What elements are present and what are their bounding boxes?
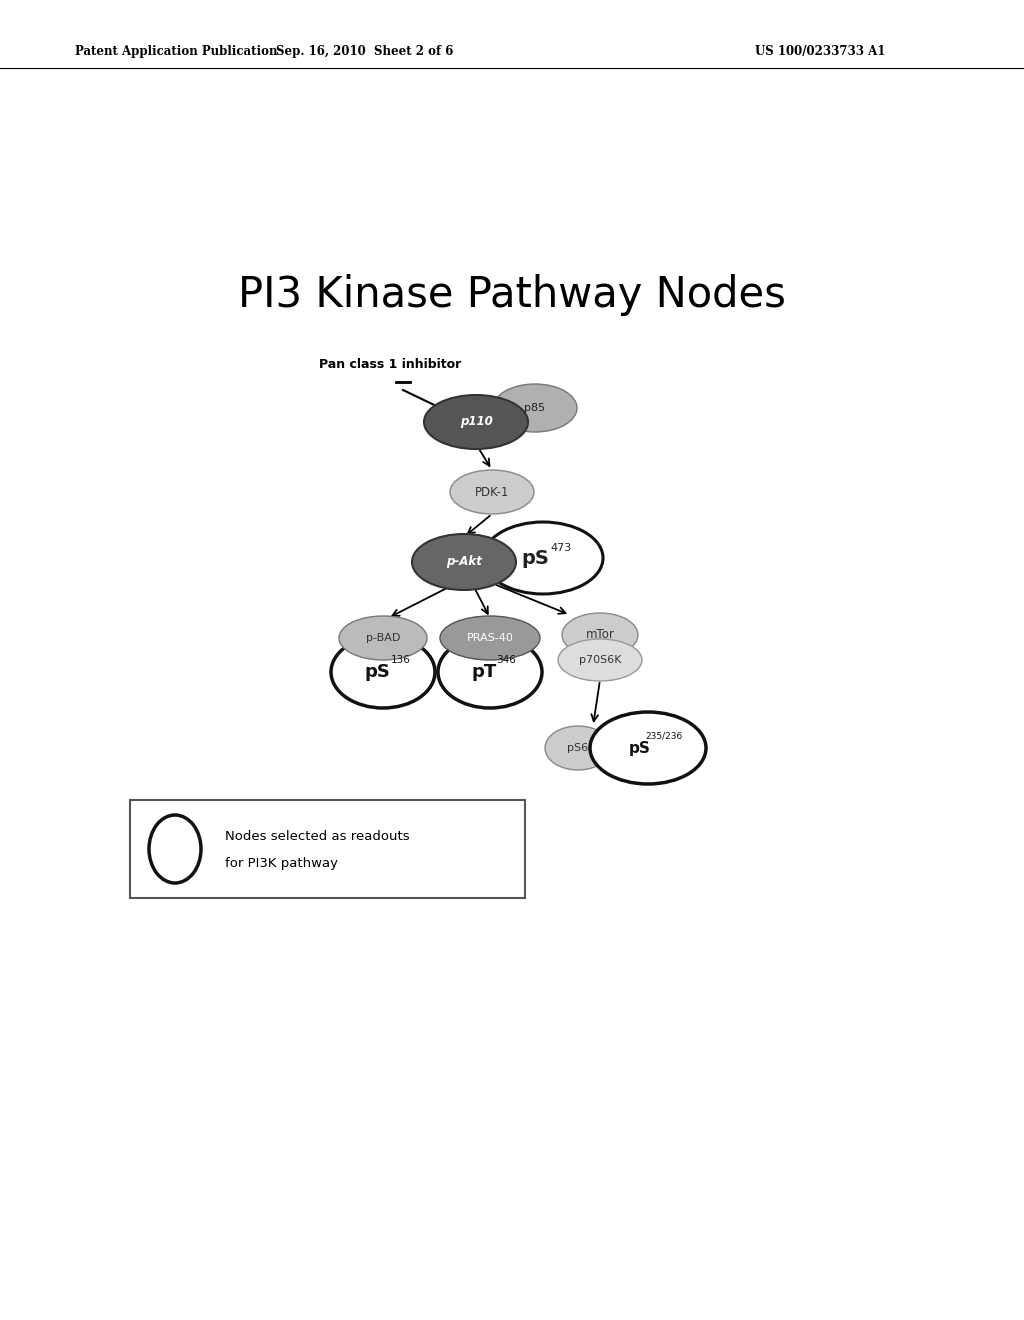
Text: p-BAD: p-BAD (366, 634, 400, 643)
Text: p70S6K: p70S6K (579, 655, 622, 665)
Ellipse shape (150, 814, 201, 883)
Text: p85: p85 (524, 403, 546, 413)
Ellipse shape (424, 395, 528, 449)
Text: pS6: pS6 (567, 743, 589, 752)
Text: Sep. 16, 2010  Sheet 2 of 6: Sep. 16, 2010 Sheet 2 of 6 (276, 45, 454, 58)
Text: mTor: mTor (586, 628, 614, 642)
Text: US 100/0233733 A1: US 100/0233733 A1 (755, 45, 885, 58)
Text: PDK-1: PDK-1 (475, 486, 509, 499)
Text: for PI3K pathway: for PI3K pathway (225, 857, 338, 870)
Text: Figure 2: Figure 2 (459, 873, 525, 887)
Ellipse shape (483, 521, 603, 594)
Text: Pan class 1 inhibitor: Pan class 1 inhibitor (318, 359, 461, 371)
Text: Patent Application Publication: Patent Application Publication (75, 45, 278, 58)
Text: pS: pS (365, 663, 390, 681)
Ellipse shape (438, 636, 542, 708)
Ellipse shape (412, 535, 516, 590)
Ellipse shape (493, 384, 577, 432)
Ellipse shape (331, 636, 435, 708)
Text: 235/236: 235/236 (645, 731, 683, 741)
Text: p-Akt: p-Akt (446, 556, 482, 569)
Text: 136: 136 (391, 655, 411, 665)
Ellipse shape (558, 639, 642, 681)
Text: PI3 Kinase Pathway Nodes: PI3 Kinase Pathway Nodes (238, 275, 786, 315)
Ellipse shape (545, 726, 611, 770)
Text: pT: pT (471, 663, 497, 681)
Text: pS: pS (629, 741, 651, 755)
Ellipse shape (450, 470, 534, 513)
FancyBboxPatch shape (130, 800, 525, 898)
Text: PRAS-40: PRAS-40 (467, 634, 513, 643)
Ellipse shape (590, 711, 706, 784)
Text: p110: p110 (460, 416, 493, 429)
Text: 346: 346 (496, 655, 516, 665)
Ellipse shape (562, 612, 638, 657)
Text: Nodes selected as readouts: Nodes selected as readouts (225, 830, 410, 843)
Ellipse shape (339, 616, 427, 660)
Text: 473: 473 (550, 543, 571, 553)
Ellipse shape (440, 616, 540, 660)
Text: pS: pS (521, 549, 549, 568)
